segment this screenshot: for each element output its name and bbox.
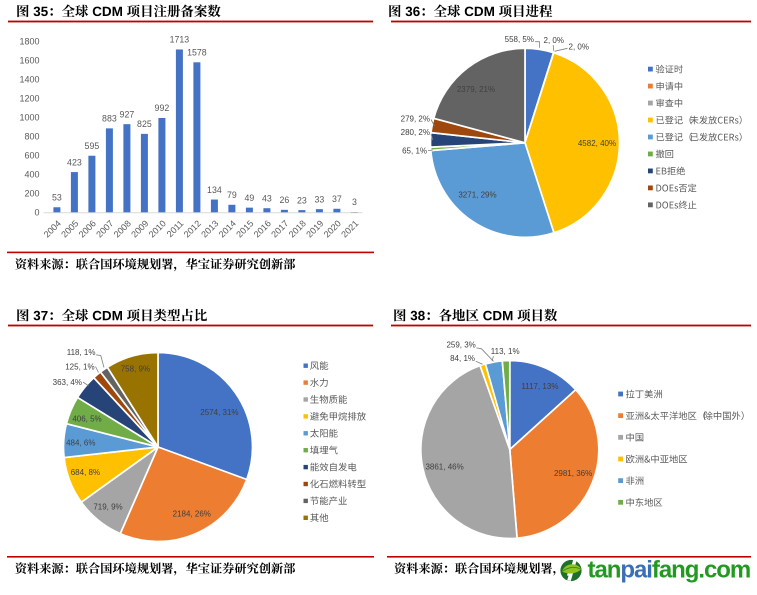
svg-text:2012: 2012 — [182, 218, 203, 239]
svg-text:1800: 1800 — [19, 36, 39, 46]
svg-text:4582, 40%: 4582, 40% — [578, 139, 616, 148]
svg-text:1713: 1713 — [170, 35, 190, 45]
svg-text:2981, 36%: 2981, 36% — [554, 469, 592, 478]
svg-text:2004: 2004 — [42, 218, 63, 239]
svg-text:423: 423 — [67, 157, 82, 167]
svg-text:2016: 2016 — [252, 218, 273, 239]
svg-text:200: 200 — [24, 189, 39, 199]
svg-text:3271, 29%: 3271, 29% — [458, 191, 496, 200]
svg-text:2, 0%: 2, 0% — [569, 42, 589, 51]
svg-text:118, 1%: 118, 1% — [67, 348, 96, 357]
svg-text:1000: 1000 — [19, 112, 39, 122]
svg-text:1117, 13%: 1117, 13% — [521, 382, 558, 391]
svg-text:2020: 2020 — [322, 218, 343, 239]
svg-text:558, 5%: 558, 5% — [505, 35, 534, 44]
svg-text:825: 825 — [137, 119, 152, 129]
svg-text:2007: 2007 — [94, 218, 115, 239]
svg-text:2008: 2008 — [112, 218, 133, 239]
svg-text:600: 600 — [24, 151, 39, 161]
svg-text:595: 595 — [85, 141, 100, 151]
svg-text:tanpaifang.com: tanpaifang.com — [588, 557, 751, 584]
svg-text:1600: 1600 — [19, 55, 39, 65]
svg-text:684, 8%: 684, 8% — [71, 468, 100, 477]
svg-text:2017: 2017 — [269, 218, 290, 239]
svg-text:363, 4%: 363, 4% — [53, 378, 82, 387]
svg-text:49: 49 — [245, 193, 255, 203]
svg-text:1200: 1200 — [19, 93, 39, 103]
svg-text:2013: 2013 — [199, 218, 220, 239]
svg-text:927: 927 — [120, 109, 135, 119]
svg-text:719, 9%: 719, 9% — [93, 503, 122, 512]
svg-text:1578: 1578 — [187, 48, 207, 58]
svg-text:2010: 2010 — [147, 218, 168, 239]
svg-text:2021: 2021 — [339, 218, 360, 239]
svg-text:883: 883 — [102, 114, 117, 124]
svg-text:2011: 2011 — [165, 218, 186, 239]
svg-text:1400: 1400 — [19, 74, 39, 84]
svg-text:800: 800 — [24, 132, 39, 142]
svg-text:2014: 2014 — [217, 218, 238, 239]
svg-text:2574, 31%: 2574, 31% — [200, 408, 238, 417]
svg-text:125, 1%: 125, 1% — [65, 363, 94, 372]
svg-text:33: 33 — [315, 194, 325, 204]
svg-text:484, 6%: 484, 6% — [66, 438, 95, 447]
svg-text:2019: 2019 — [304, 218, 325, 239]
svg-text:280, 2%: 280, 2% — [401, 128, 430, 137]
svg-text:84, 1%: 84, 1% — [450, 354, 475, 363]
svg-text:2, 0%: 2, 0% — [544, 36, 564, 45]
svg-text:0: 0 — [34, 208, 39, 218]
svg-text:65, 1%: 65, 1% — [402, 146, 427, 155]
svg-text:134: 134 — [207, 185, 222, 195]
svg-text:2379, 21%: 2379, 21% — [457, 85, 495, 94]
svg-text:279, 2%: 279, 2% — [401, 115, 430, 124]
svg-text:2009: 2009 — [129, 218, 150, 239]
svg-text:26: 26 — [280, 195, 290, 205]
svg-text:406, 5%: 406, 5% — [72, 415, 101, 424]
svg-text:79: 79 — [227, 190, 237, 200]
svg-text:3: 3 — [352, 197, 357, 207]
svg-text:2006: 2006 — [77, 218, 98, 239]
svg-text:53: 53 — [52, 193, 62, 203]
svg-text:3861, 46%: 3861, 46% — [425, 462, 463, 471]
svg-text:113, 1%: 113, 1% — [491, 347, 520, 356]
svg-text:400: 400 — [24, 170, 39, 180]
svg-text:43: 43 — [262, 193, 272, 203]
svg-text:37: 37 — [332, 194, 342, 204]
svg-text:2015: 2015 — [234, 218, 255, 239]
svg-text:758, 9%: 758, 9% — [121, 364, 150, 373]
svg-text:992: 992 — [155, 103, 170, 113]
svg-text:259, 3%: 259, 3% — [446, 340, 475, 349]
svg-text:2018: 2018 — [287, 218, 308, 239]
svg-text:23: 23 — [297, 195, 307, 205]
svg-text:2184, 26%: 2184, 26% — [173, 510, 211, 519]
svg-text:2005: 2005 — [59, 218, 80, 239]
